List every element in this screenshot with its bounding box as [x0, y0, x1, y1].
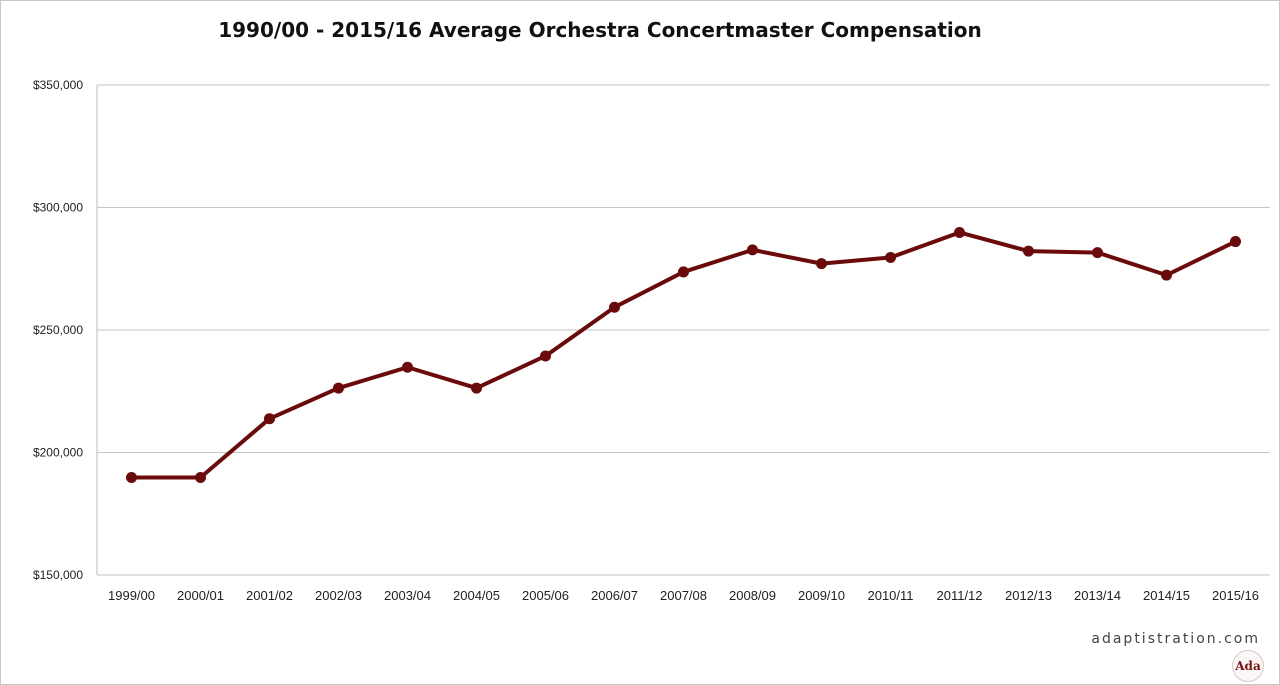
- gridlines: [97, 84, 1270, 576]
- data-point: [885, 251, 896, 263]
- data-point: [264, 413, 275, 425]
- x-tick-label: 2009/10: [798, 588, 845, 603]
- brand-logo: Ada: [1232, 650, 1264, 682]
- x-tick-label: 2014/15: [1143, 588, 1190, 603]
- y-tick-label: $350,000: [33, 78, 83, 92]
- x-tick-label: 2005/06: [522, 588, 569, 603]
- x-tick-label: 2002/03: [315, 588, 362, 603]
- data-point: [609, 301, 620, 313]
- x-tick-label: 2001/02: [246, 588, 293, 603]
- x-tick-label: 2003/04: [384, 588, 431, 603]
- x-tick-label: 2015/16: [1212, 588, 1259, 603]
- data-point: [540, 350, 551, 362]
- x-tick-label: 2004/05: [453, 588, 500, 603]
- data-point: [333, 382, 344, 394]
- data-point: [1092, 247, 1103, 259]
- data-point: [678, 266, 689, 278]
- y-tick-label: $300,000: [33, 201, 83, 215]
- data-point: [747, 244, 758, 256]
- x-tick-label: 2006/07: [591, 588, 638, 603]
- x-tick-label: 2000/01: [177, 588, 224, 603]
- site-watermark: adaptistration.com: [1091, 631, 1260, 647]
- data-point: [954, 226, 965, 238]
- y-tick-labels: $150,000 $200,000 $250,000 $300,000 $350,000: [33, 78, 83, 582]
- x-tick-label: 2007/08: [660, 588, 707, 603]
- y-tick-label: $250,000: [33, 323, 83, 337]
- x-tick-label: 1999/00: [108, 588, 155, 603]
- data-point: [126, 471, 137, 483]
- chart-title: 1990/00 - 2015/16 Average Orchestra Conc…: [218, 18, 982, 42]
- data-point: [471, 382, 482, 394]
- data-point: [195, 471, 206, 483]
- data-series: [126, 226, 1241, 483]
- data-point: [1230, 236, 1241, 248]
- x-tick-label: 2011/12: [936, 588, 982, 603]
- data-point: [816, 258, 827, 270]
- x-tick-label: 2012/13: [1005, 588, 1052, 603]
- data-point: [402, 361, 413, 373]
- x-tick-label: 2008/09: [729, 588, 776, 603]
- x-tick-label: 2010/11: [867, 588, 913, 603]
- x-tick-labels: 1999/00 2000/01 2001/02 2002/03 2003/04 2004/…: [108, 588, 1259, 603]
- y-tick-label: $150,000: [33, 568, 83, 582]
- x-tick-label: 2013/14: [1074, 588, 1121, 603]
- y-tick-label: $200,000: [33, 446, 83, 460]
- data-point: [1023, 245, 1034, 257]
- data-point: [1161, 269, 1172, 281]
